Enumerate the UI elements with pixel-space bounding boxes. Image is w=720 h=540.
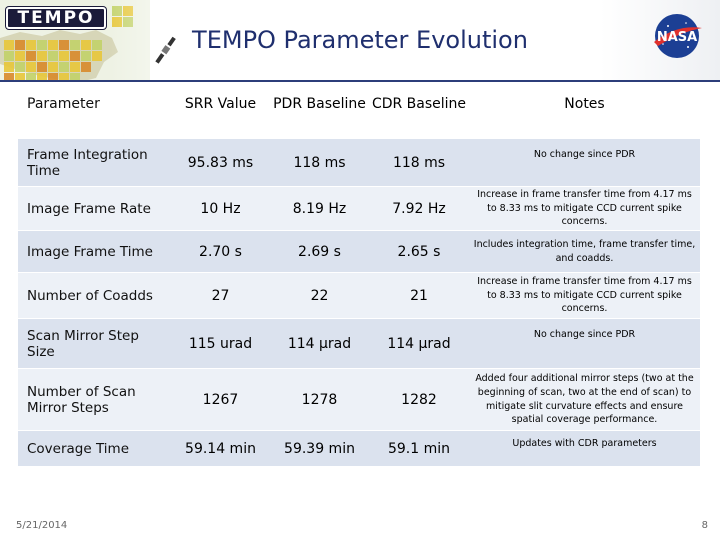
table-row: Number of Coadds 27 22 21 Increase in fr… xyxy=(18,272,700,318)
row-cdr: 118 ms xyxy=(392,154,446,171)
row-srr: 1267 xyxy=(202,391,239,408)
column-header-parameter: Parameter xyxy=(27,96,100,112)
row-pdr: 118 ms xyxy=(293,154,346,171)
row-srr: 95.83 ms xyxy=(187,154,254,171)
footer-page-number: 8 xyxy=(701,520,708,531)
row-srr: 59.14 min xyxy=(185,440,256,457)
column-header-notes: Notes xyxy=(564,96,605,112)
table-row: Number of Scan Mirror Steps 1267 1278 12… xyxy=(18,368,700,430)
row-pdr: 114 µrad xyxy=(287,335,352,352)
row-parameter: Number of Coadds xyxy=(27,287,153,304)
row-notes: No change since PDR xyxy=(533,149,636,160)
tempo-logo-text: TEMPO xyxy=(17,8,95,28)
column-header-cdr: CDR Baseline xyxy=(371,96,467,112)
row-srr: 115 urad xyxy=(188,335,253,352)
row-pdr: 8.19 Hz xyxy=(292,200,347,217)
header-rule xyxy=(0,80,720,82)
row-notes: Includes integration time, frame transfe… xyxy=(473,238,696,264)
row-cdr: 1282 xyxy=(401,391,437,408)
table-row: Scan Mirror Step Size 115 urad 114 µrad … xyxy=(18,318,700,368)
table-row: Coverage Time 59.14 min 59.39 min 59.1 m… xyxy=(18,430,700,466)
row-cdr: 7.92 Hz xyxy=(392,200,446,217)
row-srr: 10 Hz xyxy=(200,200,241,217)
row-parameter: Frame Integration Time xyxy=(27,146,148,179)
row-notes: Increase in frame transfer time from 4.1… xyxy=(477,188,692,228)
row-cdr: 59.1 min xyxy=(387,440,451,457)
table-header: Parameter SRR Value PDR Baseline CDR Bas… xyxy=(18,86,700,138)
nasa-logo-icon: NASA xyxy=(654,14,702,58)
table-row: Image Frame Time 2.70 s 2.69 s 2.65 s In… xyxy=(18,230,700,272)
row-parameter: Coverage Time xyxy=(27,440,130,457)
row-parameter: Image Frame Time xyxy=(27,243,153,260)
row-srr: 2.70 s xyxy=(199,243,242,260)
banner-fade xyxy=(110,0,240,82)
table-row: Image Frame Rate 10 Hz 8.19 Hz 7.92 Hz I… xyxy=(18,186,700,230)
table-row: Frame Integration Time 95.83 ms 118 ms 1… xyxy=(18,138,700,186)
row-notes: Updates with CDR parameters xyxy=(512,438,657,449)
column-header-srr: SRR Value xyxy=(184,96,257,112)
row-parameter: Number of Scan Mirror Steps xyxy=(27,383,136,416)
row-notes: No change since PDR xyxy=(533,329,636,340)
footer-date: 5/21/2014 xyxy=(16,520,68,531)
parameter-table: Parameter SRR Value PDR Baseline CDR Bas… xyxy=(18,86,700,466)
row-pdr: 2.69 s xyxy=(298,243,341,260)
row-pdr: 1278 xyxy=(301,391,338,408)
row-srr: 27 xyxy=(211,287,230,304)
row-pdr: 59.39 min xyxy=(284,440,355,457)
row-notes: Increase in frame transfer time from 4.1… xyxy=(477,275,692,315)
row-cdr: 114 µrad xyxy=(387,335,451,352)
page-title: TEMPO Parameter Evolution xyxy=(192,26,528,54)
nasa-logo-text: NASA xyxy=(657,30,697,45)
tempo-logo: TEMPO xyxy=(6,7,106,29)
satellite-icon xyxy=(155,36,176,64)
header-banner: TEMPO TEMPO Parameter Evolution NASA xyxy=(0,0,720,82)
row-cdr: 21 xyxy=(410,287,428,304)
column-header-pdr: PDR Baseline xyxy=(273,96,366,112)
row-parameter: Scan Mirror Step Size xyxy=(27,327,139,360)
row-pdr: 22 xyxy=(310,287,329,304)
row-cdr: 2.65 s xyxy=(397,243,441,260)
row-notes: Added four additional mirror steps (two … xyxy=(475,372,694,426)
row-parameter: Image Frame Rate xyxy=(27,200,151,217)
